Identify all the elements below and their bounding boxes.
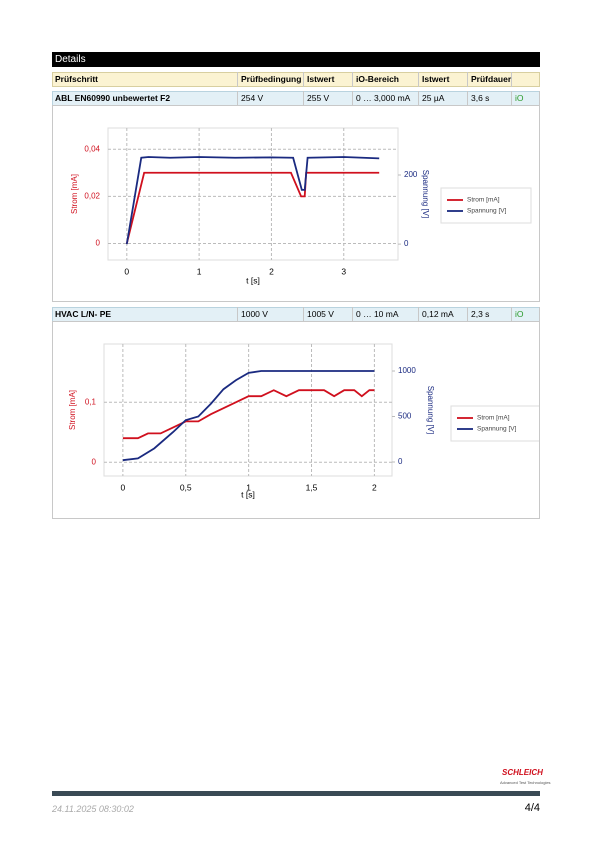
y-tick-label: 0,04 (84, 144, 100, 153)
x-tick-label: 3 (341, 266, 346, 276)
table-cell: ABL EN60990 unbewertet F2 (52, 91, 238, 106)
series-line (122, 370, 375, 462)
logo: SCHLEICH (502, 768, 543, 777)
column-header: Prüfschritt (52, 72, 238, 87)
legend-label: Strom [mA] (467, 197, 500, 204)
x-tick-label: 0 (120, 482, 125, 492)
table-cell: 0 … 3,000 mA (353, 91, 419, 106)
legend (440, 187, 532, 224)
legend (450, 405, 539, 442)
section-title: Details (52, 52, 540, 67)
y-axis-label: Strom [mA] (70, 174, 79, 214)
x-axis-label: t [s] (241, 489, 255, 499)
column-header: Prüfdauer (468, 72, 512, 87)
y2-tick-label: 500 (398, 412, 412, 421)
table-cell: HVAC L/N- PE (52, 307, 238, 322)
y2-tick-label: 200 (404, 170, 418, 179)
column-header: Prüfbedingung (238, 72, 304, 87)
y-tick-label: 0 (92, 457, 97, 466)
y2-tick-label: 0 (404, 239, 409, 248)
y2-tick-label: 1000 (398, 366, 416, 375)
page-number: 4/4 (524, 802, 540, 814)
legend-label: Strom [mA] (477, 415, 510, 422)
logo-tagline: Advanced Test Technologies (500, 780, 551, 785)
series-line (125, 156, 380, 245)
chart: 0 1 2 3 0 0,02 0,04 0 200 Strom [mA] Spannung [V] t… (52, 105, 540, 302)
table-cell: 255 V (304, 91, 353, 106)
plot-area (107, 127, 399, 261)
table-cell: 0,12 mA (419, 307, 468, 322)
plot-area (103, 343, 393, 477)
series-line (122, 389, 375, 440)
y2-tick-label: 0 (398, 457, 403, 466)
column-header: Istwert (419, 72, 468, 87)
x-tick-label: 2 (269, 266, 274, 276)
table-cell: 1005 V (304, 307, 353, 322)
legend-label: Spannung [V] (477, 426, 517, 433)
y-axis-label: Strom [mA] (68, 390, 77, 430)
table-cell: 25 µA (419, 91, 468, 106)
column-header: Istwert (304, 72, 353, 87)
timestamp: 24.11.2025 08:30:02 (52, 804, 134, 814)
y-tick-label: 0,02 (84, 191, 100, 200)
table-cell: 2,3 s (468, 307, 512, 322)
x-tick-label: 2 (372, 482, 377, 492)
y2-axis-label: Spannung [V] (421, 170, 430, 218)
x-axis-label: t [s] (246, 275, 260, 285)
table-cell: 254 V (238, 91, 304, 106)
y-tick-label: 0 (96, 239, 101, 248)
y-tick-label: 0,1 (85, 397, 97, 406)
legend-label: Spannung [V] (467, 208, 507, 215)
footer-bar (52, 791, 540, 796)
table-cell: 3,6 s (468, 91, 512, 106)
column-header: iO-Bereich (353, 72, 419, 87)
x-tick-label: 1 (197, 266, 202, 276)
x-tick-label: 0 (124, 266, 129, 276)
table-cell: 0 … 10 mA (353, 307, 419, 322)
table-cell: 1000 V (238, 307, 304, 322)
table-cell: iO (512, 91, 540, 106)
y2-axis-label: Spannung [V] (426, 386, 435, 434)
table-cell: iO (512, 307, 540, 322)
x-tick-label: 1 (246, 482, 251, 492)
chart: 0 0,5 1 1,5 2 0 0,1 0 500 1000 Strom [mA] Spannung … (52, 321, 540, 519)
x-tick-label: 1,5 (306, 482, 318, 492)
x-tick-label: 0,5 (180, 482, 192, 492)
